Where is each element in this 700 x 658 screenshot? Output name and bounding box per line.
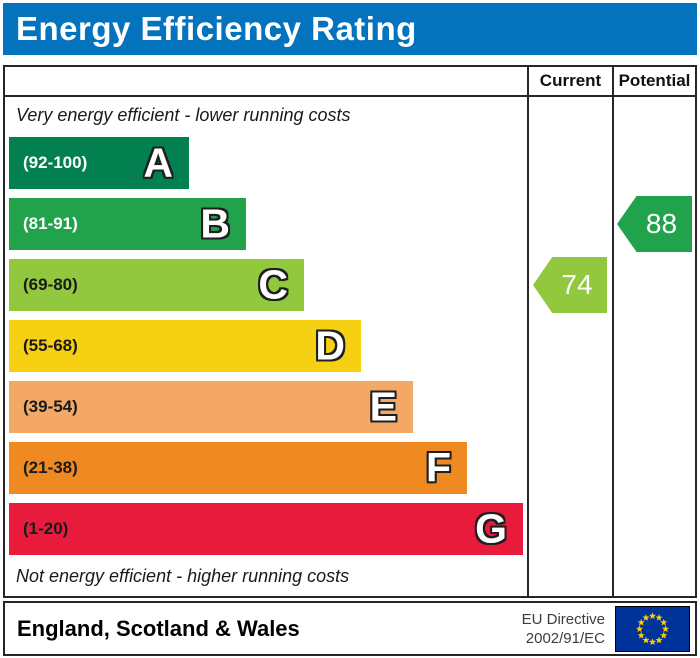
band-f: (21-38) F bbox=[9, 442, 467, 494]
header-rule bbox=[5, 95, 695, 97]
eu-directive-line1: EU Directive bbox=[521, 610, 605, 628]
bottom-caption: Not energy efficient - higher running co… bbox=[16, 566, 350, 586]
eu-directive-line2: 2002/91/EC bbox=[525, 629, 605, 647]
page-title: Energy Efficiency Rating bbox=[16, 10, 417, 47]
band-e-letter: E bbox=[369, 383, 397, 430]
band-b-letter: B bbox=[200, 200, 230, 247]
band-c: (69-80) C bbox=[9, 259, 304, 311]
potential-column-header: Potential bbox=[618, 71, 691, 90]
eu-directive-label: EU Directive 2002/91/EC bbox=[522, 610, 605, 648]
band-b-range: (81-91) bbox=[23, 214, 78, 233]
title-bar: Energy Efficiency Rating bbox=[3, 3, 697, 55]
current-column-header: Current bbox=[539, 71, 602, 90]
footer: England, Scotland & Wales EU Directive 2… bbox=[3, 601, 697, 656]
band-g: (1-20) G bbox=[9, 503, 523, 555]
band-b: (81-91) B bbox=[9, 198, 246, 250]
band-f-range: (21-38) bbox=[23, 458, 78, 477]
potential-value: 88 bbox=[645, 208, 678, 239]
current-value: 74 bbox=[561, 269, 593, 300]
band-d: (55-68) D bbox=[9, 320, 361, 372]
rating-table: Current Potential Very energy efficient … bbox=[3, 65, 697, 598]
band-f-letter: F bbox=[425, 444, 451, 491]
band-c-letter: C bbox=[258, 261, 288, 308]
top-caption: Very energy efficient - lower running co… bbox=[16, 105, 351, 125]
band-g-range: (1-20) bbox=[23, 519, 69, 538]
band-e: (39-54) E bbox=[9, 381, 413, 433]
region-label: England, Scotland & Wales bbox=[17, 615, 300, 641]
band-d-letter: D bbox=[315, 322, 345, 369]
potential-column-divider bbox=[612, 67, 614, 596]
band-a-letter: A bbox=[143, 139, 173, 186]
band-g-letter: G bbox=[475, 505, 507, 552]
current-column-divider bbox=[527, 67, 529, 596]
band-d-range: (55-68) bbox=[23, 336, 78, 355]
band-a: (92-100) A bbox=[9, 137, 189, 189]
band-c-range: (69-80) bbox=[23, 275, 78, 294]
band-a-range: (92-100) bbox=[23, 153, 88, 172]
current-arrow: 74 bbox=[533, 257, 607, 313]
eu-flag-icon bbox=[615, 605, 690, 652]
band-e-range: (39-54) bbox=[23, 397, 78, 416]
potential-arrow: 88 bbox=[617, 196, 692, 252]
